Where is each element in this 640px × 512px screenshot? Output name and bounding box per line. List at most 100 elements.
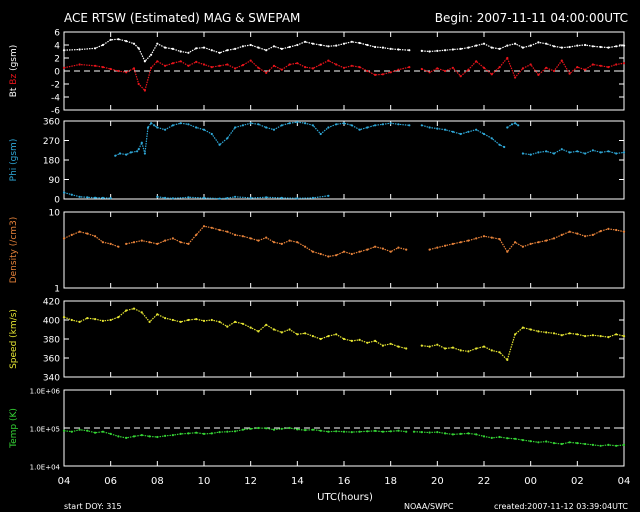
data-point — [428, 345, 431, 348]
data-point — [195, 431, 198, 434]
data-point — [288, 426, 291, 430]
data-point — [622, 44, 626, 47]
data-point — [62, 237, 66, 240]
data-point — [101, 241, 104, 244]
data-point — [506, 44, 509, 47]
data-point — [202, 128, 206, 131]
data-point — [358, 250, 361, 253]
data-point — [607, 227, 610, 230]
data-point — [179, 241, 182, 244]
data-point — [249, 59, 252, 62]
data-point — [622, 230, 626, 233]
series-phi-trace — [522, 148, 625, 156]
data-point — [311, 250, 314, 253]
data-point — [514, 241, 517, 244]
data-point — [226, 325, 229, 328]
data-point — [350, 339, 353, 342]
data-point — [514, 42, 517, 45]
data-point — [70, 193, 73, 196]
data-point — [117, 316, 120, 319]
data-point — [187, 196, 190, 199]
data-point — [490, 349, 493, 352]
data-point — [342, 122, 346, 125]
data-point — [140, 311, 143, 314]
data-point — [451, 242, 454, 245]
data-point — [156, 195, 159, 198]
data-point — [374, 73, 377, 76]
x-tick-label: 20 — [431, 476, 444, 487]
data-point — [265, 427, 268, 430]
data-point — [506, 126, 509, 129]
data-point — [327, 194, 330, 197]
data-point — [591, 149, 595, 152]
data-point — [156, 60, 159, 63]
data-point — [257, 66, 260, 69]
data-point — [444, 244, 447, 247]
y-axis-label: Speed (km/s) — [9, 309, 19, 369]
data-point — [218, 228, 221, 232]
data-point — [568, 45, 571, 49]
data-point — [140, 141, 143, 144]
data-point — [304, 332, 307, 335]
data-point — [366, 126, 369, 129]
data-point — [335, 123, 338, 126]
data-point — [545, 440, 548, 443]
data-point — [156, 242, 159, 245]
data-point — [265, 323, 268, 326]
data-point — [156, 435, 159, 439]
data-point — [381, 247, 384, 250]
data-point — [436, 127, 439, 130]
y-axis-label: Temp (K) — [9, 408, 19, 449]
data-point — [156, 313, 159, 316]
data-point — [381, 73, 384, 76]
data-point — [576, 66, 579, 69]
data-point — [311, 124, 314, 127]
data-point — [164, 434, 167, 437]
data-point — [514, 122, 517, 125]
series-density-trace — [126, 225, 407, 258]
data-point — [265, 71, 268, 74]
series-bt-trace — [63, 38, 410, 63]
data-point — [607, 443, 610, 446]
data-point — [537, 73, 540, 76]
data-point — [537, 41, 540, 44]
data-point — [187, 51, 190, 54]
data-point — [280, 47, 283, 51]
data-point — [459, 132, 462, 136]
data-point — [210, 226, 213, 229]
data-point — [475, 433, 478, 436]
data-point — [272, 128, 276, 131]
data-point — [467, 350, 470, 353]
data-point — [529, 44, 532, 47]
series-density-trace — [429, 228, 625, 253]
data-point — [545, 150, 548, 153]
data-point — [140, 434, 143, 437]
data-point — [78, 48, 81, 51]
start-doy: start DOY: 315 — [64, 502, 122, 511]
series-speed-trace — [63, 307, 407, 350]
data-point — [125, 153, 128, 156]
data-point — [296, 197, 299, 200]
y-tick-label: 0 — [54, 196, 60, 206]
data-point — [358, 430, 361, 433]
data-point — [342, 42, 346, 45]
y-tick-label: 2 — [54, 55, 60, 65]
data-point — [607, 66, 610, 69]
data-point — [537, 151, 540, 154]
agency-label: NOAA/SWPC — [404, 502, 454, 511]
data-point — [591, 443, 595, 446]
y-tick-label: 6 — [54, 29, 60, 39]
data-point — [202, 46, 206, 49]
data-point — [397, 246, 400, 249]
data-point — [143, 60, 146, 63]
data-point — [428, 431, 431, 434]
data-point — [498, 351, 501, 354]
data-point — [420, 344, 423, 347]
data-point — [607, 336, 610, 339]
data-point — [517, 124, 520, 127]
data-point — [521, 46, 525, 49]
data-point — [148, 435, 151, 438]
data-point — [451, 433, 454, 436]
data-point — [459, 349, 462, 352]
